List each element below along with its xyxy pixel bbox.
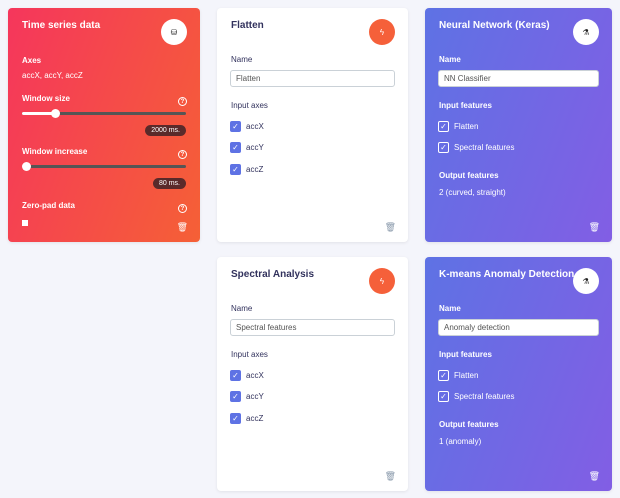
zero-pad-label: Zero-pad data: [22, 201, 75, 210]
axis-checkbox[interactable]: ✓ accX: [230, 121, 264, 132]
feature-checkbox[interactable]: ✓ Spectral features: [438, 142, 514, 153]
trash-icon[interactable]: 🗑: [384, 222, 396, 232]
name-label: Name: [439, 304, 461, 313]
name-input[interactable]: [230, 70, 395, 87]
name-input[interactable]: [438, 70, 599, 87]
bolt-icon: ϟ: [369, 19, 395, 45]
input-axes-label: Input axes: [231, 101, 268, 110]
axes-label: Axes: [22, 56, 42, 65]
output-value: 2 (curved, straight): [439, 188, 506, 197]
window-increase-slider[interactable]: [22, 162, 186, 171]
card-title: Neural Network (Keras): [439, 20, 550, 31]
card-title: Flatten: [231, 20, 264, 31]
name-label: Name: [439, 55, 461, 64]
help-icon[interactable]: ?: [178, 97, 187, 106]
axis-checkbox[interactable]: ✓ accX: [230, 370, 264, 381]
window-increase-label: Window increase: [22, 147, 88, 156]
flatten-card: Flatten ϟ Name Input axes ✓accX ✓accY ✓a…: [217, 8, 408, 242]
input-features-label: Input features: [439, 101, 492, 110]
card-title: Time series data: [22, 20, 101, 31]
card-title: Spectral Analysis: [231, 269, 315, 280]
feature-checkbox[interactable]: ✓ Spectral features: [438, 391, 514, 402]
trash-icon[interactable]: 🗑: [176, 222, 188, 232]
trash-icon[interactable]: 🗑: [588, 222, 600, 232]
window-increase-value: 80 ms.: [152, 178, 186, 189]
axis-checkbox[interactable]: ✓ accY: [230, 391, 264, 402]
window-size-value: 2000 ms.: [145, 125, 186, 136]
output-features-label: Output features: [439, 171, 499, 180]
axes-value: accX, accY, accZ: [22, 71, 83, 80]
help-icon[interactable]: ?: [178, 150, 187, 159]
nn-card: Neural Network (Keras) ⚗ Name Input feat…: [425, 8, 612, 242]
name-input[interactable]: [438, 319, 599, 336]
input-features-label: Input features: [439, 350, 492, 359]
name-label: Name: [231, 55, 253, 64]
kmeans-card: K-means Anomaly Detection ⚗ Name Input f…: [425, 257, 612, 491]
name-label: Name: [231, 304, 253, 313]
axis-checkbox[interactable]: ✓ accZ: [230, 164, 263, 175]
card-title: K-means Anomaly Detection: [439, 269, 575, 280]
trash-icon[interactable]: 🗑: [384, 471, 396, 481]
output-value: 1 (anomaly): [439, 437, 482, 446]
window-size-label: Window size: [22, 94, 70, 103]
help-icon[interactable]: ?: [178, 204, 187, 213]
feature-checkbox[interactable]: ✓ Flatten: [438, 370, 478, 381]
database-icon: ⛁: [161, 19, 187, 45]
flask-icon: ⚗: [573, 268, 599, 294]
name-input[interactable]: [230, 319, 395, 336]
axis-checkbox[interactable]: ✓ accY: [230, 142, 264, 153]
time-series-card: Time series data ⛁ Axes accX, accY, accZ…: [8, 8, 200, 242]
bolt-icon: ϟ: [369, 268, 395, 294]
spectral-card: Spectral Analysis ϟ Name Input axes ✓acc…: [217, 257, 408, 491]
feature-checkbox[interactable]: ✓ Flatten: [438, 121, 478, 132]
zero-pad-checkbox[interactable]: [22, 220, 28, 226]
trash-icon[interactable]: 🗑: [588, 471, 600, 481]
input-axes-label: Input axes: [231, 350, 268, 359]
flask-icon: ⚗: [573, 19, 599, 45]
window-size-slider[interactable]: [22, 109, 186, 118]
axis-checkbox[interactable]: ✓ accZ: [230, 413, 263, 424]
output-features-label: Output features: [439, 420, 499, 429]
